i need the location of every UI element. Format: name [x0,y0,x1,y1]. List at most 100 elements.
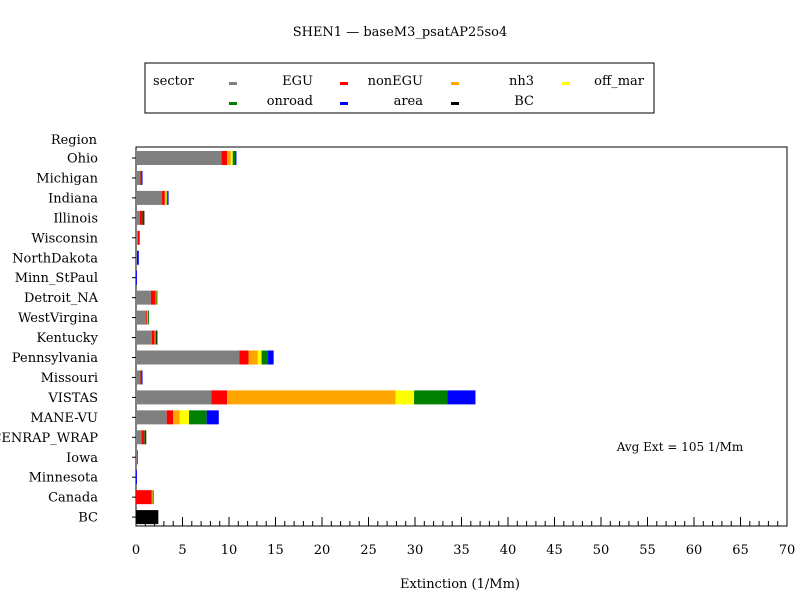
bar-illinois-egu [136,210,140,225]
y-tick-label-ohio: Ohio [67,152,98,167]
y-tick-label-detroit-na: Detroit_NA [24,291,99,306]
bar-vistas-off-mar [395,390,415,405]
bar-missouri-onroad [140,370,142,385]
bar-illinois-nonegu [139,210,143,225]
avg-extinction-annotation: Avg Ext = 105 1/Mm [616,440,744,454]
x-tick-label: 50 [593,543,610,558]
y-tick-label-bc: BC [78,511,98,526]
bar-mane-vu-nonegu [166,410,174,425]
bar-indiana-nh3 [164,190,166,205]
bar-mane-vu-area [206,410,219,425]
bar-mane-vu-onroad [189,410,207,425]
y-tick-label-pennsylvania: Pennsylvania [12,351,98,366]
x-tick-label: 40 [500,543,517,558]
legend-label-nh3: nh3 [509,74,534,89]
x-tick-label: 30 [407,543,424,558]
bar-cenrap-wrap-egu [136,430,142,445]
bar-minnesota-area [136,470,137,485]
bar-michigan-onroad [140,170,142,185]
bar-indiana-nonegu [162,190,165,205]
bar-detroit-na-egu [136,290,151,305]
bar-mane-vu-off-mar [179,410,190,425]
bar-ohio-nh3 [227,151,231,165]
y-tick-label-minnesota: Minnesota [29,471,99,486]
bar-indiana-area [167,190,169,205]
bar-pennsylvania-nonegu [239,350,249,365]
bar-indiana-egu [136,190,163,205]
x-tick-label: 35 [453,543,470,558]
y-tick-label-canada: Canada [48,491,98,506]
x-tick-label: 55 [639,543,656,558]
bar-indiana-off-mar [165,190,167,205]
x-tick-label: 45 [546,543,563,558]
bar-minn-stpaul-area [136,270,137,285]
bar-michigan-nonegu [139,170,141,185]
x-axis: 0 5 10 15 20 25 30 35 40 45 50 55 60 65 70 [132,517,795,558]
bar-wisconsin-nonegu [137,230,140,245]
y-tick-label-minn-stpaul: Minn_StPaul [15,271,98,286]
bar-vistas-onroad [414,390,448,405]
bar-illinois-bc [143,210,145,225]
bar-westvirgina-egu [136,310,147,325]
bar-kentucky-nh3 [154,330,156,345]
legend-label-bc: BC [514,94,534,109]
legend-swatch-onroad [229,102,237,105]
x-tick-label: 0 [132,543,140,558]
y-tick-label-indiana: Indiana [48,191,98,206]
y-tick-label-vistas: VISTAS [47,391,98,406]
bar-iowa-nonegu [136,450,138,465]
bar-bc-bc [136,510,159,525]
x-tick-label: 25 [360,543,377,558]
bars [136,151,476,525]
legend-title: sector [153,74,195,89]
y-tick-label-westvirgina: WestVirgina [18,311,98,326]
bar-kentucky-egu [136,330,152,345]
bar-pennsylvania-egu [136,350,240,365]
bar-westvirgina-nh3 [147,310,149,325]
legend-label-off-mar: off_mar [594,74,645,89]
bar-northdakota-area [136,250,139,265]
legend-label-area: area [394,94,424,109]
y-tick-label-cenrap-wrap: CENRAP_WRAP [0,431,98,446]
legend-label-onroad: onroad [267,94,313,109]
y-tick-label-northdakota: NorthDakota [12,251,98,266]
bar-mane-vu-egu [136,410,167,425]
legend-swatch-bc [451,102,459,105]
x-tick-label: 20 [314,543,331,558]
bar-missouri-egu [136,370,140,385]
y-tick-label-kentucky: Kentucky [36,331,98,346]
bar-northdakota-egu [136,250,137,265]
bar-ohio-egu [136,151,222,165]
y-axis: Ohio Michigan Indiana Illinois Wisconsin Nort… [0,152,136,526]
legend-swatch-nh3 [451,82,459,85]
bar-missouri-area [141,370,143,385]
bar-detroit-na-nh3 [155,290,157,305]
bar-ohio-area [235,151,237,165]
bar-iowa-egu [136,450,137,465]
y-tick-label-michigan: Michigan [36,171,98,186]
bar-canada-nh3 [151,490,153,505]
bar-missouri-nonegu [139,370,141,385]
bar-detroit-na-nonegu [150,290,156,305]
legend-label-egu: EGU [282,74,313,89]
bar-cenrap-wrap-bc [145,430,147,445]
x-tick-label: 65 [732,543,749,558]
y-tick-label-mane-vu: MANE-VU [30,411,98,426]
bar-michigan-area [141,170,143,185]
bar-detroit-na-onroad [156,290,158,305]
bar-ohio-off-mar [230,151,233,165]
bar-pennsylvania-area [268,350,274,365]
bar-pennsylvania-onroad [261,350,269,365]
bar-kentucky-nonegu [151,330,155,345]
bar-ohio-nonegu [221,151,228,165]
bar-michigan-egu [136,170,140,185]
y-tick-label-missouri: Missouri [41,371,98,386]
bar-kentucky-onroad [155,330,157,345]
bar-cenrap-wrap-onroad [144,430,146,445]
bar-indiana-onroad [166,190,168,205]
bar-cenrap-wrap-nonegu [141,430,145,445]
y-tick-label-wisconsin: Wisconsin [31,231,98,246]
y-tick-label-iowa: Iowa [66,451,98,466]
